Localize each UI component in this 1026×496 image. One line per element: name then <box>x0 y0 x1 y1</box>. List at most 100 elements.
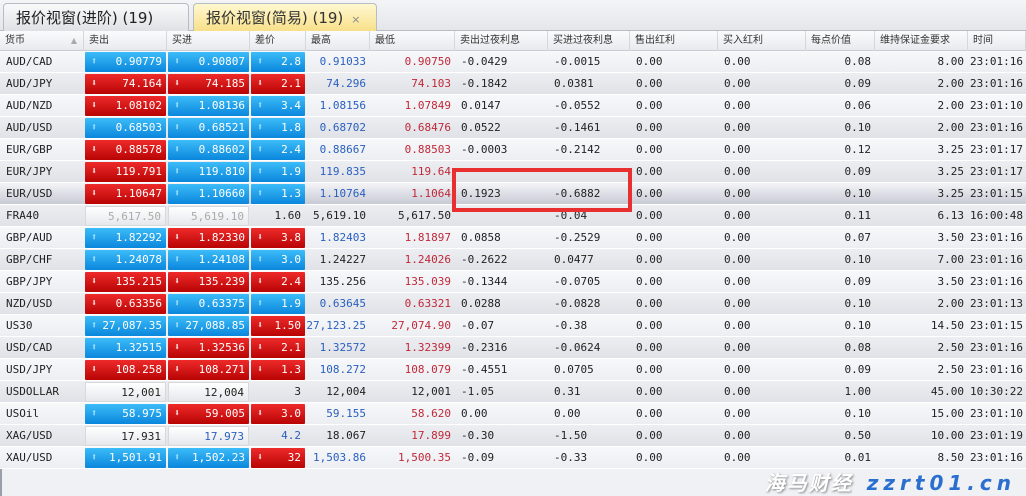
bid-cell[interactable]: ⬇ 0.88578 <box>85 140 166 160</box>
column-header-buy-dividend[interactable]: 买入红利 <box>718 31 806 51</box>
ask-cell[interactable]: ⬇ 1.32536 <box>168 338 249 358</box>
column-header-sell-swap[interactable]: 卖出过夜利息 <box>455 31 548 51</box>
ask-cell[interactable]: 12,004 <box>168 382 249 402</box>
low-cell: 12,001 <box>370 381 455 403</box>
bid-cell[interactable]: ⬆ 1,501.91 <box>85 448 166 468</box>
arrow-up-icon: ⬆ <box>91 342 98 353</box>
bid-cell[interactable]: 5,617.50 <box>85 206 166 226</box>
table-row[interactable]: GBP/AUD ⬆ 1.82292 ⬇ 1.82330 ⬇ 3.8 1.82403 1.8189… <box>0 227 1026 249</box>
sell-dividend-cell: 0.00 <box>630 381 718 403</box>
tab-quote-advanced[interactable]: 报价视窗(进阶) (19) <box>3 3 189 31</box>
bid-cell[interactable]: ⬆ 58.975 <box>85 404 166 424</box>
table-row[interactable]: XAU/USD ⬆ 1,501.91 ⬆ 1,502.23 ⬇ 32 1,503.86 1,50… <box>0 447 1026 469</box>
margin-cell: 10.00 <box>875 425 968 447</box>
bid-cell[interactable]: ⬇ 119.791 <box>85 162 166 182</box>
table-row[interactable]: AUD/JPY ⬇ 74.164 ⬇ 74.185 ⬇ 2.1 74.296 74.103 -0.… <box>0 73 1026 95</box>
table-row[interactable]: AUD/USD ⬆ 0.68503 ⬆ 0.68521 ⬆ 1.8 0.68702 0.6847… <box>0 117 1026 139</box>
margin-cell-value: 2.00 <box>937 77 965 90</box>
bid-cell[interactable]: ⬆ 1.82292 <box>85 228 166 248</box>
bid-cell[interactable]: ⬇ 74.164 <box>85 74 166 94</box>
arrow-up-icon: ⬆ <box>91 320 98 331</box>
table-row[interactable]: NZD/USD ⬇ 0.63356 ⬆ 0.63375 ⬆ 1.9 0.63645 0.6332… <box>0 293 1026 315</box>
bid-cell[interactable]: ⬆ 1.24078 <box>85 250 166 270</box>
ask-cell[interactable]: ⬆ 1,502.23 <box>168 448 249 468</box>
column-header-low[interactable]: 最低 <box>370 31 455 51</box>
close-icon[interactable]: × <box>351 13 361 26</box>
spread-cell: ⬆ 1.8 <box>251 118 305 138</box>
ask-cell[interactable]: ⬇ 135.239 <box>168 272 249 292</box>
column-header-buy-swap[interactable]: 买进过夜利息 <box>548 31 630 51</box>
ask-cell[interactable]: ⬆ 119.810 <box>168 162 249 182</box>
column-header-ask[interactable]: 买进 <box>167 31 250 51</box>
table-row[interactable]: XAG/USD 17.931 17.973 4.2 18.067 17.899 -0.30 -… <box>0 425 1026 447</box>
buy-dividend-cell-value: 0.00 <box>724 77 751 90</box>
bid-cell[interactable]: 17.931 <box>85 426 166 446</box>
symbol-cell: USDOLLAR <box>0 381 84 403</box>
ask-cell[interactable]: ⬇ 108.271 <box>168 360 249 380</box>
table-row[interactable]: USOil ⬆ 58.975 ⬇ 59.005 ⬇ 3.0 59.155 58.620 0.00 0… <box>0 403 1026 425</box>
table-row[interactable]: FRA40 5,617.50 5,619.10 1.60 5,619.10 5,617.5… <box>0 205 1026 227</box>
column-header-high[interactable]: 最高 <box>306 31 370 51</box>
column-header-spread[interactable]: 差价 <box>250 31 306 51</box>
bid-cell[interactable]: ⬆ 0.90779 <box>85 52 166 72</box>
bid-cell[interactable]: 12,001 <box>85 382 166 402</box>
column-label: 售出红利 <box>635 35 675 46</box>
ask-cell[interactable]: ⬆ 0.68521 <box>168 118 249 138</box>
ask-cell[interactable]: ⬆ 1.08136 <box>168 96 249 116</box>
table-row[interactable]: EUR/USD ⬇ 1.10647 ⬆ 1.10660 ⬆ 1.3 1.10764 1.1064… <box>0 183 1026 205</box>
bid-cell[interactable]: ⬇ 0.63356 <box>85 294 166 314</box>
table-row[interactable]: US30 ⬆ 27,087.35 ⬆ 27,088.85 ⬇ 1.50 27,123.25 27… <box>0 315 1026 337</box>
ask-cell-value: 1,502.23 <box>192 451 245 464</box>
ask-cell-value: 135.239 <box>198 275 245 288</box>
tab-quote-simple[interactable]: 报价视窗(简易) (19) × <box>193 3 377 31</box>
ask-cell[interactable]: ⬆ 1.10660 <box>168 184 249 204</box>
time-cell-value: 10:30:22 <box>970 385 1023 398</box>
ask-cell[interactable]: ⬇ 74.185 <box>168 74 249 94</box>
bid-cell[interactable]: ⬇ 108.258 <box>85 360 166 380</box>
sell-dividend-cell-value: 0.00 <box>636 319 663 332</box>
table-row[interactable]: GBP/JPY ⬇ 135.215 ⬇ 135.239 ⬇ 2.4 135.256 135.03… <box>0 271 1026 293</box>
sort-asc-icon: ▲ <box>70 36 77 45</box>
column-header-time[interactable]: 时间 <box>968 31 1026 51</box>
ask-cell[interactable]: ⬆ 27,088.85 <box>168 316 249 336</box>
ask-cell[interactable]: ⬆ 0.63375 <box>168 294 249 314</box>
point-value-cell-value: 0.09 <box>844 165 872 178</box>
column-header-margin[interactable]: 维持保证金要求 <box>875 31 968 51</box>
margin-cell: 3.25 <box>875 161 968 183</box>
ask-cell[interactable]: 17.973 <box>168 426 249 446</box>
column-header-symbol[interactable]: 货币 ▲ <box>0 31 84 51</box>
ask-cell[interactable]: ⬇ 1.82330 <box>168 228 249 248</box>
sell-swap-cell-value: -0.0003 <box>461 143 508 156</box>
margin-cell-value: 2.50 <box>937 363 965 376</box>
column-header-sell-dividend[interactable]: 售出红利 <box>630 31 718 51</box>
ask-cell[interactable]: ⬆ 0.90807 <box>168 52 249 72</box>
table-row[interactable]: EUR/GBP ⬇ 0.88578 ⬆ 0.88602 ⬆ 2.4 0.88667 0.8850… <box>0 139 1026 161</box>
arrow-up-icon: ⬆ <box>91 254 98 265</box>
ask-cell[interactable]: ⬆ 1.24108 <box>168 250 249 270</box>
table-row[interactable]: USD/JPY ⬇ 108.258 ⬇ 108.271 ⬇ 1.3 108.272 108.07… <box>0 359 1026 381</box>
arrow-up-icon: ⬆ <box>257 144 264 155</box>
ask-cell[interactable]: ⬆ 0.88602 <box>168 140 249 160</box>
bid-cell[interactable]: ⬇ 1.10647 <box>85 184 166 204</box>
bid-cell[interactable]: ⬆ 1.32515 <box>85 338 166 358</box>
bid-cell[interactable]: ⬆ 27,087.35 <box>85 316 166 336</box>
table-row[interactable]: AUD/NZD ⬇ 1.08102 ⬆ 1.08136 ⬆ 3.4 1.08156 1.0784… <box>0 95 1026 117</box>
table-row[interactable]: USD/CAD ⬆ 1.32515 ⬇ 1.32536 ⬇ 2.1 1.32572 1.3239… <box>0 337 1026 359</box>
bid-cell[interactable]: ⬇ 1.08102 <box>85 96 166 116</box>
time-cell-value: 23:01:17 <box>970 143 1023 156</box>
spread-cell: ⬇ 2.1 <box>251 338 305 358</box>
table-row[interactable]: USDOLLAR 12,001 12,004 3 12,004 12,001 -1.05 0.… <box>0 381 1026 403</box>
column-header-bid[interactable]: 卖出 <box>84 31 167 51</box>
bid-cell[interactable]: ⬆ 0.68503 <box>85 118 166 138</box>
ask-cell[interactable]: 5,619.10 <box>168 206 249 226</box>
point-value-cell: 0.12 <box>806 139 875 161</box>
table-row[interactable]: GBP/CHF ⬆ 1.24078 ⬆ 1.24108 ⬆ 3.0 1.24227 1.2402… <box>0 249 1026 271</box>
bid-cell[interactable]: ⬇ 135.215 <box>85 272 166 292</box>
ask-cell[interactable]: ⬇ 59.005 <box>168 404 249 424</box>
table-row[interactable]: EUR/JPY ⬇ 119.791 ⬆ 119.810 ⬆ 1.9 119.835 119.64… <box>0 161 1026 183</box>
table-row[interactable]: AUD/CAD ⬆ 0.90779 ⬆ 0.90807 ⬆ 2.8 0.91033 0.9075… <box>0 51 1026 73</box>
symbol-cell: USD/CAD <box>0 337 84 359</box>
column-header-point-value[interactable]: 每点价值 <box>806 31 875 51</box>
buy-dividend-cell-value: 0.00 <box>724 121 751 134</box>
point-value-cell: 0.10 <box>806 183 875 205</box>
